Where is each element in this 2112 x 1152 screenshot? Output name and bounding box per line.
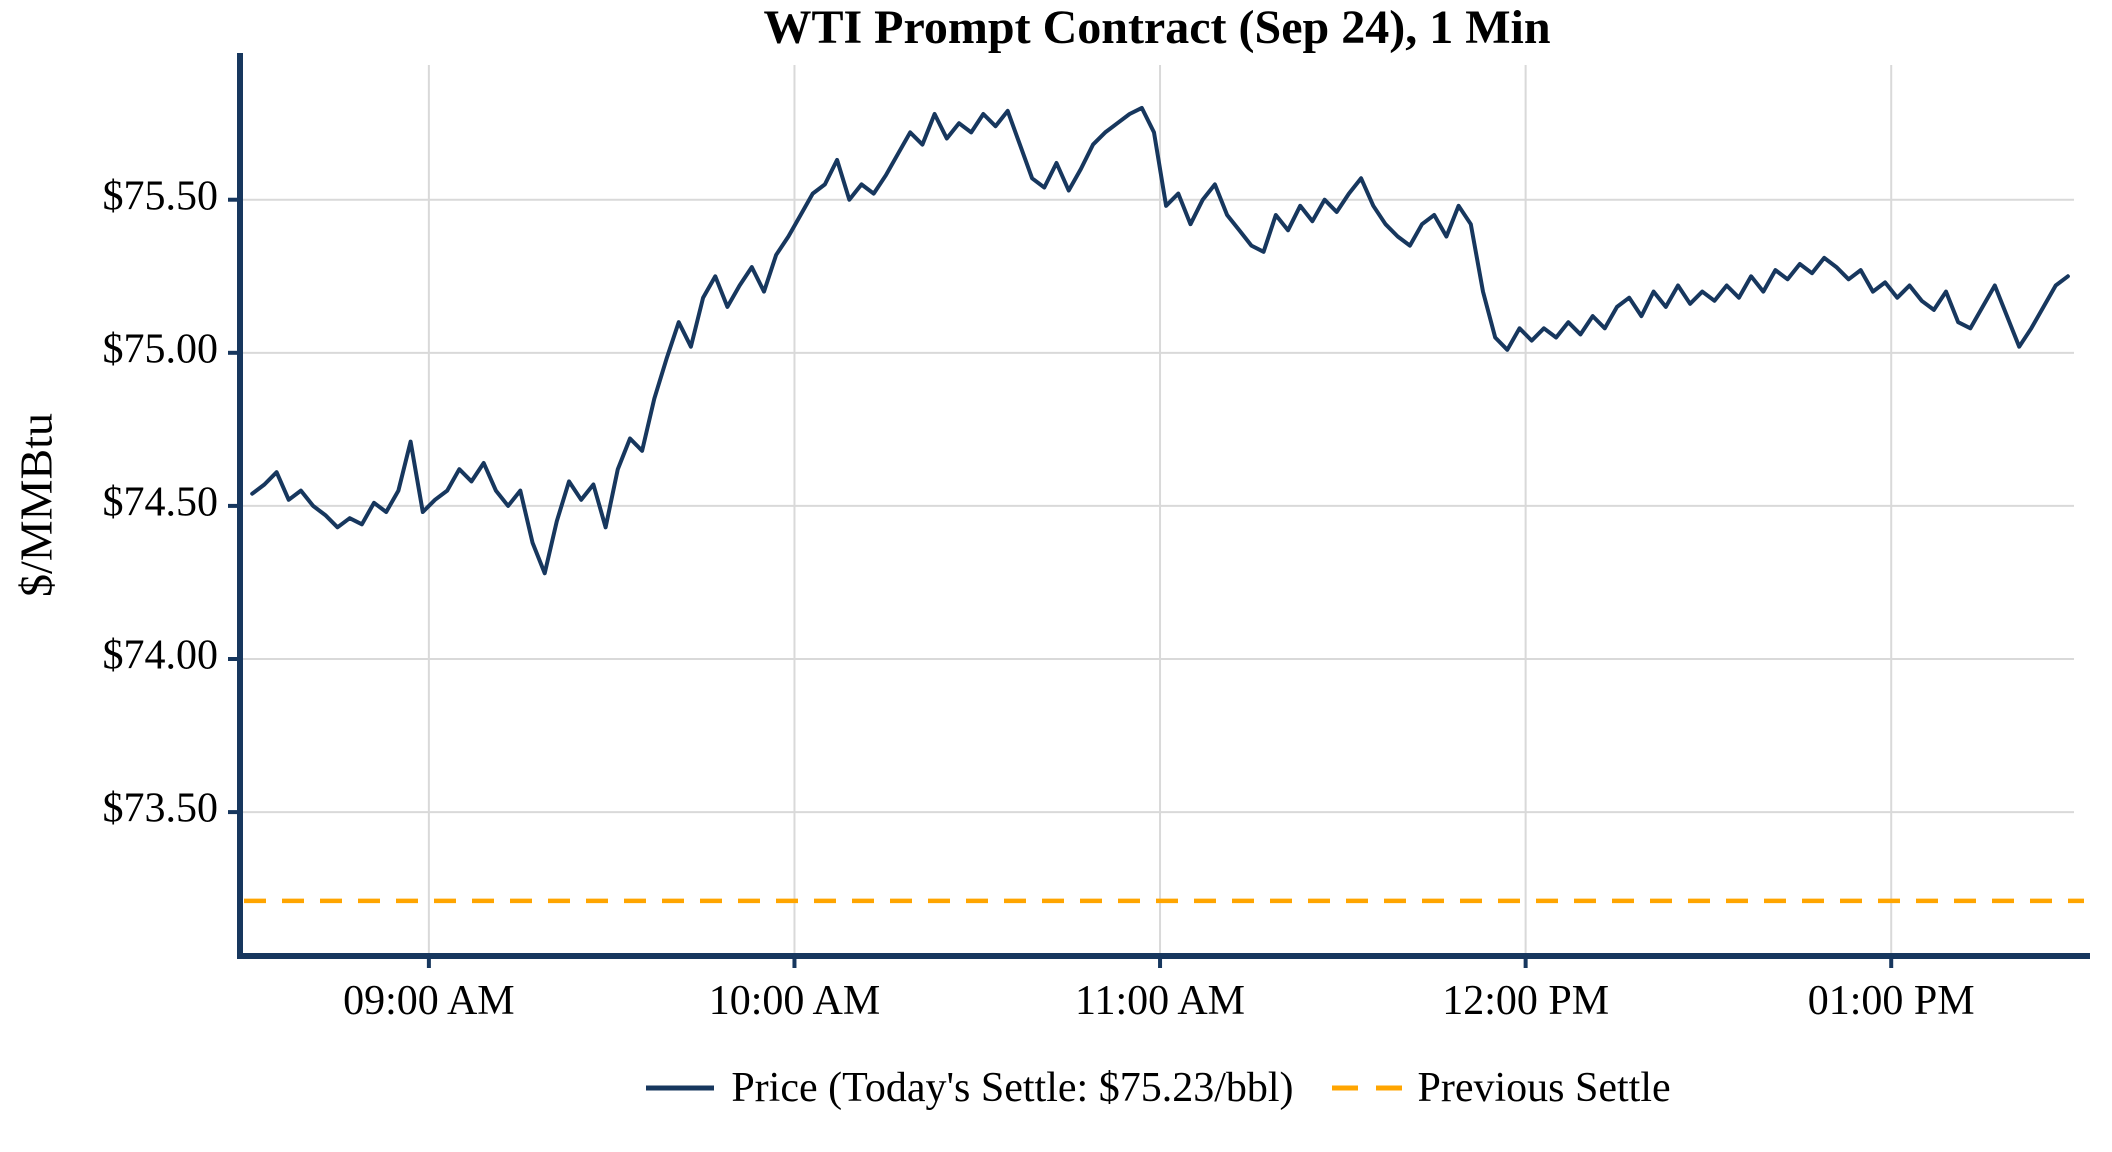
- x-tick-label: 11:00 AM: [1075, 978, 1245, 1024]
- price-line: [250, 105, 2070, 576]
- legend-label-previous-settle: Previous Settle: [1417, 1065, 1671, 1111]
- y-tick-label: $73.50: [103, 786, 219, 832]
- x-tick-label: 01:00 PM: [1808, 978, 1975, 1024]
- y-tick-label: $74.00: [103, 633, 219, 679]
- x-tick-label: 09:00 AM: [343, 978, 515, 1024]
- legend-item-price: Price (Today's Settle: $75.23/bbl): [643, 1064, 1294, 1112]
- previous-settle-swatch: [1330, 1083, 1404, 1093]
- legend-item-previous-settle: Previous Settle: [1330, 1064, 1671, 1112]
- legend-label-price: Price (Today's Settle: $75.23/bbl): [731, 1065, 1294, 1111]
- x-tick-label: 12:00 PM: [1442, 978, 1609, 1024]
- price-line-swatch: [643, 1083, 717, 1093]
- chart-title: WTI Prompt Contract (Sep 24), 1 Min: [763, 1, 1551, 54]
- legend: Price (Today's Settle: $75.23/bbl) Previ…: [240, 1058, 2074, 1118]
- x-tick-label: 10:00 AM: [709, 978, 881, 1024]
- y-tick-label: $75.50: [103, 173, 219, 219]
- y-tick-label: $74.50: [103, 480, 219, 526]
- y-tick-label: $75.00: [103, 326, 219, 372]
